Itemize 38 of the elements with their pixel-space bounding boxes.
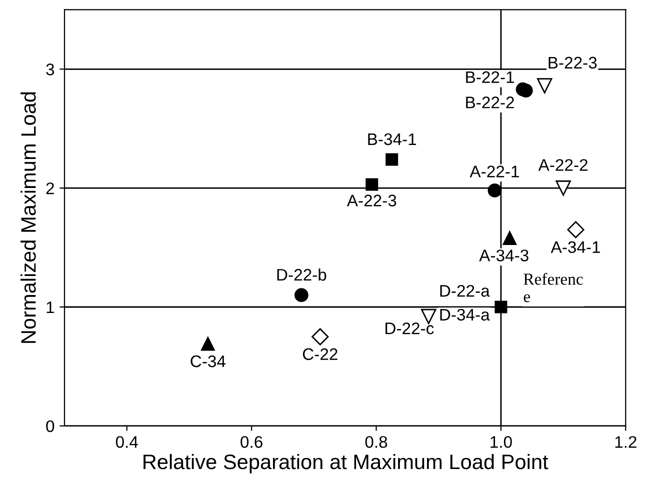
point xyxy=(567,221,584,238)
annotation: A-22-3 xyxy=(346,194,396,206)
annotation: C-34 xyxy=(190,355,226,368)
y-tick-label: 0 xyxy=(46,420,54,432)
annotation: A-22-1 xyxy=(470,166,519,178)
point xyxy=(386,153,398,166)
y-axis-title: Normalized Maximum Load xyxy=(20,92,36,343)
point xyxy=(366,178,378,191)
annotation: B-22-3 xyxy=(548,56,597,69)
x-tick-label: 0.4 xyxy=(116,436,138,448)
point xyxy=(294,288,308,302)
annotation: D-34-a xyxy=(440,308,490,321)
point xyxy=(494,300,508,314)
y-tick-label: 1 xyxy=(46,302,54,314)
y-tick-label: 3 xyxy=(46,64,54,76)
point xyxy=(312,328,329,346)
annotation: D-22-b xyxy=(277,268,326,281)
annotation: Referenc e xyxy=(524,272,583,302)
x-axis-title: Relative Separation at Maximum Load Point xyxy=(144,454,548,474)
annotation: D-22-a xyxy=(440,284,490,297)
annotation: C-22 xyxy=(302,348,338,360)
annotation: A-34-1 xyxy=(550,241,600,254)
point xyxy=(502,231,517,245)
annotation: A-22-2 xyxy=(538,159,588,171)
point xyxy=(488,184,502,198)
annotation: A-34-3 xyxy=(479,250,528,262)
y-tick-label: 2 xyxy=(46,182,54,194)
annotation: B-34-1 xyxy=(368,133,416,146)
point xyxy=(200,336,215,351)
x-tick-label: 0.6 xyxy=(240,436,262,448)
x-tick-label: 0.8 xyxy=(365,436,388,448)
point xyxy=(556,180,571,196)
point xyxy=(536,78,552,94)
annotation: B-22-2 xyxy=(466,96,514,108)
annotation: B-22-1 xyxy=(466,71,514,83)
x-tick-label: 1.0 xyxy=(490,436,512,448)
x-tick-label: 1.2 xyxy=(615,436,636,448)
annotation: D-22-c xyxy=(386,322,434,334)
